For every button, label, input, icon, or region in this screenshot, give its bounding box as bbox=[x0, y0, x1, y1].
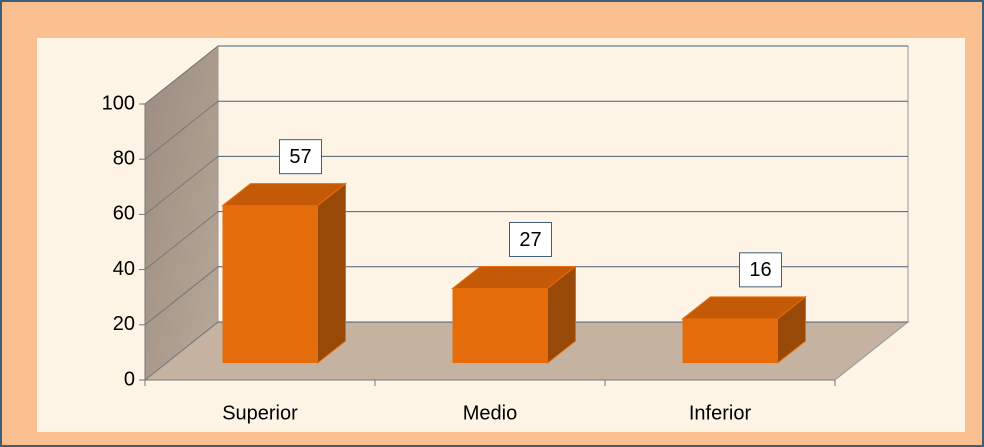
bar bbox=[452, 288, 548, 363]
data-label-box bbox=[509, 221, 552, 257]
grid-line bbox=[144, 321, 219, 381]
x-tick-label: Inferior bbox=[689, 402, 752, 424]
grid-line bbox=[144, 100, 219, 160]
y-tick-label: 40 bbox=[113, 258, 135, 280]
y-tick-label: 20 bbox=[113, 313, 135, 335]
plot: 0 20 40 60 80 100 Superior 57 Medio 27 Inferior 16 bbox=[102, 44, 910, 424]
side-wall bbox=[144, 44, 219, 382]
y-tick-label: 60 bbox=[113, 203, 135, 225]
x-tick-label: Superior bbox=[222, 402, 298, 424]
grid-line bbox=[144, 211, 219, 270]
data-label-box bbox=[279, 139, 322, 175]
data-label: 27 bbox=[519, 229, 541, 251]
grid-line bbox=[144, 266, 219, 326]
bar bbox=[222, 205, 318, 363]
bar bbox=[682, 318, 778, 363]
y-tick-label: 100 bbox=[102, 92, 135, 114]
bar-side bbox=[317, 182, 346, 365]
data-label-box bbox=[739, 252, 782, 288]
grid-line bbox=[144, 156, 219, 215]
data-label: 16 bbox=[749, 259, 771, 281]
y-tick-label: 0 bbox=[124, 368, 135, 390]
y-tick-label: 80 bbox=[113, 147, 135, 169]
x-tick-label: Medio bbox=[463, 402, 517, 424]
grid-line bbox=[144, 45, 219, 105]
data-label: 57 bbox=[289, 146, 311, 168]
